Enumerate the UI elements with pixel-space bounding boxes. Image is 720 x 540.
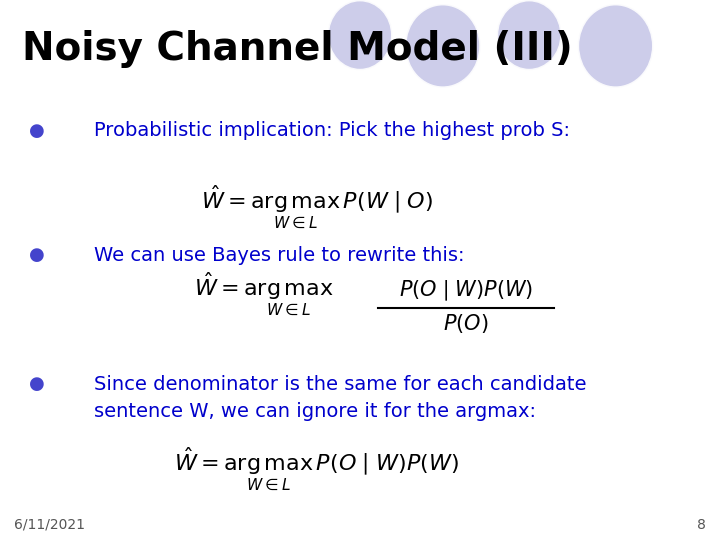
Ellipse shape	[497, 0, 562, 70]
Text: sentence W, we can ignore it for the argmax:: sentence W, we can ignore it for the arg…	[94, 402, 536, 421]
Text: Noisy Channel Model (III): Noisy Channel Model (III)	[22, 30, 572, 68]
Text: $P(O)$: $P(O)$	[444, 312, 489, 335]
Text: We can use Bayes rule to rewrite this:: We can use Bayes rule to rewrite this:	[94, 246, 464, 265]
Ellipse shape	[405, 4, 481, 87]
Text: ●: ●	[29, 375, 45, 393]
Text: ●: ●	[29, 122, 45, 139]
Text: $P(O \mid W)P(W)$: $P(O \mid W)P(W)$	[399, 279, 534, 303]
Text: 8: 8	[697, 518, 706, 532]
Text: 6/11/2021: 6/11/2021	[14, 518, 86, 532]
Text: ●: ●	[29, 246, 45, 264]
Text: $\hat{W} = \underset{W \in L}{\mathrm{arg\,max}}\, P(O \mid W)P(W)$: $\hat{W} = \underset{W \in L}{\mathrm{ar…	[174, 446, 459, 493]
Ellipse shape	[328, 0, 392, 70]
Ellipse shape	[578, 4, 654, 87]
Text: $\hat{W} = \underset{W \in L}{\mathrm{arg\,max}}\, P(W \mid O)$: $\hat{W} = \underset{W \in L}{\mathrm{ar…	[201, 184, 433, 231]
Text: Since denominator is the same for each candidate: Since denominator is the same for each c…	[94, 375, 586, 394]
Text: Probabilistic implication: Pick the highest prob S:: Probabilistic implication: Pick the high…	[94, 122, 570, 140]
Text: $\hat{W} = \underset{W \in L}{\mathrm{arg\,max}}$: $\hat{W} = \underset{W \in L}{\mathrm{ar…	[194, 271, 334, 318]
